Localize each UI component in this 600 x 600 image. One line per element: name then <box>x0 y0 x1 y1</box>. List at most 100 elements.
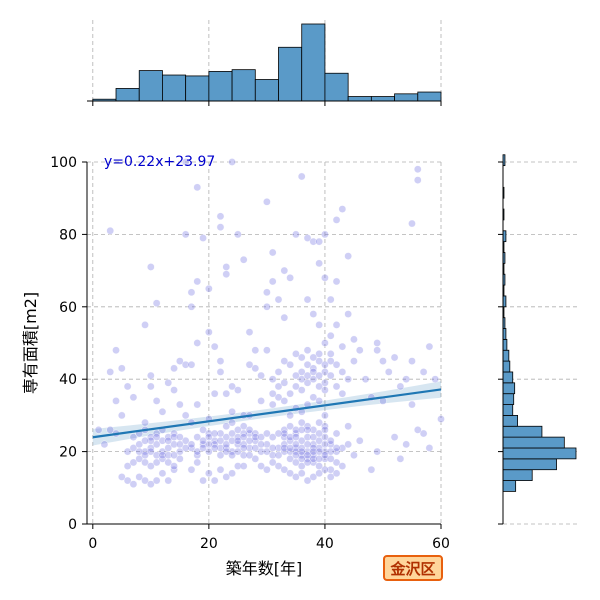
scatter-point <box>199 234 207 242</box>
scatter-point <box>321 339 329 347</box>
scatter-points <box>94 158 445 488</box>
scatter-point <box>408 400 416 409</box>
scatter-point <box>297 386 306 394</box>
scatter-point <box>129 393 138 402</box>
scatter-point <box>315 371 323 380</box>
scatter-point <box>164 451 173 460</box>
scatter-point <box>210 389 219 398</box>
scatter-point <box>344 375 352 384</box>
scatter-point <box>193 183 202 192</box>
scatter-point <box>292 440 300 449</box>
scatter-point <box>234 230 242 239</box>
scatter-point <box>123 382 132 391</box>
scatter-point <box>326 357 335 365</box>
scatter-point <box>332 382 341 391</box>
scatter-point <box>321 379 329 387</box>
scatter-point <box>170 451 178 460</box>
x-axis-label: 築年数[年] <box>226 559 303 578</box>
scatter-point <box>199 476 207 485</box>
scatter-point <box>309 447 318 456</box>
scatter-point <box>170 433 178 441</box>
scatter-point <box>396 382 405 391</box>
scatter-point <box>210 342 219 351</box>
scatter-point <box>147 480 155 488</box>
scatter-point <box>193 400 202 409</box>
scatter-point <box>344 422 352 431</box>
scatter-point <box>152 299 161 307</box>
scatter-point <box>274 393 283 402</box>
scatter-point <box>263 346 271 355</box>
scatter-point <box>315 259 323 268</box>
scatter-point <box>321 230 329 239</box>
scatter-point <box>216 368 225 376</box>
scatter-point <box>303 234 312 242</box>
scatter-point <box>402 375 410 384</box>
scatter-point <box>245 436 254 445</box>
scatter-point <box>100 440 109 449</box>
scatter-point <box>274 382 283 391</box>
scatter-point <box>164 476 173 485</box>
scatter-point <box>268 444 277 452</box>
x-hist-bar <box>254 79 279 102</box>
scatter-point <box>181 411 190 420</box>
scatter-point <box>297 172 306 181</box>
scatter-point <box>147 462 155 470</box>
scatter-point <box>158 436 167 445</box>
scatter-point <box>315 350 323 358</box>
scatter-point <box>350 451 358 460</box>
scatter-point <box>193 277 202 286</box>
scatter-point <box>234 426 242 434</box>
scatter-point <box>344 252 352 260</box>
scatter-point <box>216 465 225 474</box>
scatter-point <box>419 368 428 376</box>
scatter-point <box>216 223 225 231</box>
scatter-point <box>292 371 300 380</box>
scatter-point <box>309 473 318 481</box>
x-tick-label: 20 <box>200 536 218 552</box>
scatter-point <box>321 411 329 420</box>
scatter-point <box>286 274 294 282</box>
scatter-point <box>286 433 294 441</box>
scatter-point <box>309 393 318 402</box>
scatter-point <box>286 411 294 420</box>
x-hist-bar <box>162 74 187 102</box>
scatter-point <box>245 426 254 434</box>
scatter-point <box>268 458 277 467</box>
scatter-point <box>332 360 341 369</box>
scatter-point <box>118 364 126 373</box>
scatter-point <box>303 476 312 485</box>
scatter-point <box>280 465 289 474</box>
scatter-point <box>152 397 161 405</box>
scatter-point <box>257 371 265 380</box>
scatter-point <box>222 440 231 449</box>
scatter-point <box>274 429 283 438</box>
scatter-point <box>390 353 399 362</box>
scatter-point <box>321 440 329 449</box>
y-hist-bar <box>502 382 516 395</box>
district-badge: 金沢区 <box>383 555 443 581</box>
scatter-point <box>297 375 306 384</box>
y-hist-bar <box>502 154 506 167</box>
scatter-point <box>303 360 312 369</box>
scatter-point <box>297 447 306 456</box>
scatter-point <box>123 476 132 485</box>
scatter-point <box>268 375 277 384</box>
scatter-point <box>176 400 184 409</box>
y-hist-bar <box>502 469 533 481</box>
scatter-point <box>338 368 347 376</box>
scatter-point <box>251 364 260 373</box>
scatter-point <box>239 255 248 264</box>
scatter-point <box>251 444 260 452</box>
scatter-point <box>222 473 231 481</box>
scatter-point <box>274 368 283 376</box>
scatter-point <box>292 473 300 481</box>
scatter-point <box>176 357 184 365</box>
scatter-point <box>303 295 312 304</box>
y-hist-bar <box>502 414 519 427</box>
scatter-point <box>228 418 236 427</box>
scatter-point <box>263 447 271 456</box>
x-tick-label: 60 <box>432 536 450 552</box>
y-tick-label: 80 <box>59 227 77 243</box>
scatter-point <box>413 165 422 174</box>
y-tick-label: 20 <box>59 445 77 461</box>
